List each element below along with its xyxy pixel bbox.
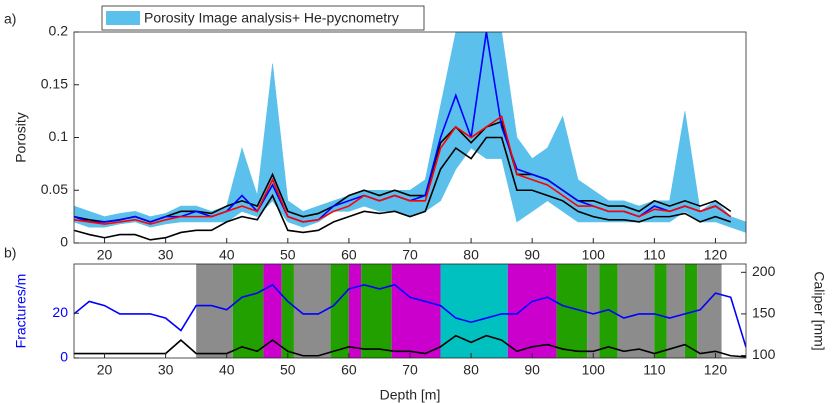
zone [391,264,441,358]
x-tick-label: 90 [524,247,540,263]
y-tick-label: 0.2 [49,23,69,39]
zone [666,264,685,358]
x-tick-label: 70 [402,362,418,378]
panel-label: b) [4,245,16,261]
zone [654,264,667,358]
y2-tick-label: 200 [752,263,776,279]
x-tick-label: 110 [643,247,666,263]
zone [440,264,508,358]
series-line [74,334,746,358]
x-tick-label: 40 [219,362,235,378]
y-tick-label: 20 [52,304,68,320]
x-tick-label: 80 [463,362,479,378]
x-tick-label: 120 [704,247,728,263]
x-tick-label: 100 [582,362,606,378]
x-tick-label: 40 [219,247,235,263]
y-tick-label: 0.1 [49,128,69,144]
x-tick-label: 50 [280,247,296,263]
x-tick-label: 70 [402,247,418,263]
panel-label: a) [4,11,16,27]
y-axis-label: Porosity [13,112,29,163]
zone [361,264,392,358]
x-tick-label: 20 [97,362,113,378]
x-tick-label: 100 [582,247,606,263]
zone [697,264,722,358]
zone [196,264,233,358]
zone [599,264,618,358]
x-tick-label: 60 [341,362,357,378]
porosity-band [74,32,746,233]
zone [617,264,655,358]
x-tick-label: 120 [704,362,728,378]
x-tick-label: 90 [524,362,540,378]
x-tick-label: 60 [341,247,357,263]
zone [348,264,362,358]
y-axis-label: Fractures/m [13,274,29,349]
x-tick-label: 20 [97,247,113,263]
series-line [74,120,732,223]
y-tick-label: 0 [60,234,68,250]
x-axis-label: Depth [m] [380,387,441,403]
y-tick-label: 0.05 [41,181,68,197]
x-tick-label: 50 [280,362,296,378]
zone [507,264,557,358]
y-tick-label: 0 [60,349,68,365]
zone [232,264,264,358]
legend-swatch [106,11,140,25]
series-line [74,283,746,348]
y2-tick-label: 150 [752,305,776,321]
x-tick-label: 30 [158,362,174,378]
y2-tick-label: 100 [752,346,776,362]
plot-area [74,32,746,241]
zone [281,264,294,358]
series-line [74,136,731,241]
legend-box [101,5,425,31]
y2-axis-label: Caliper [mm] [811,271,827,350]
x-tick-label: 30 [158,247,174,263]
zone [330,264,349,358]
plot-area [74,264,746,358]
y-tick-label: 0.15 [41,75,68,91]
x-tick-label: 110 [643,362,666,378]
series-line [74,115,732,225]
legend-label: Porosity Image analysis+ He-pycnometry [144,10,399,26]
zone [587,264,600,358]
zone [684,264,698,358]
x-tick-label: 80 [463,247,479,263]
